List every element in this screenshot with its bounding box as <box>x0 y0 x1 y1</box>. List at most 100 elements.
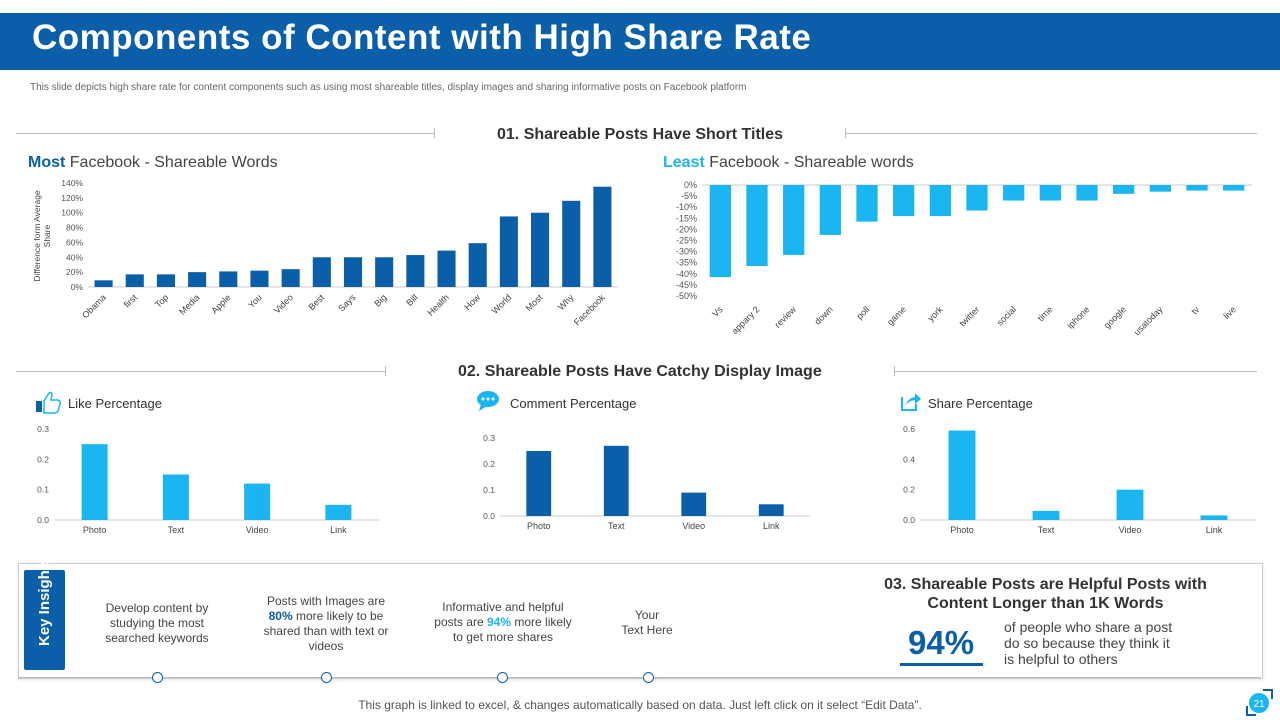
key-insights-label: Key Insights <box>36 556 53 646</box>
x-tick-label: Facebook <box>572 292 607 327</box>
timeline-dot-2 <box>321 672 332 683</box>
x-tick-label: social <box>995 304 1018 327</box>
most-heading-highlight: Most <box>28 154 66 171</box>
x-tick-label: Text <box>608 521 625 531</box>
x-tick-label: Why <box>556 292 576 312</box>
insight-3-pre: Informative and helpful posts are <box>434 600 564 629</box>
x-tick-label: iphone <box>1065 304 1091 330</box>
x-tick-label: Video <box>272 292 295 315</box>
least-heading-highlight: Least <box>663 154 705 171</box>
insight-3: Informative and helpful posts are 94% mo… <box>428 600 578 645</box>
bar-twitter <box>966 185 988 211</box>
bar-usatoday <box>1149 185 1171 192</box>
bar-apple <box>219 271 238 287</box>
bar-social <box>1003 185 1025 201</box>
x-tick-label: Photo <box>950 525 974 535</box>
y-tick-label: -35% <box>676 258 697 268</box>
bar-best <box>312 257 331 287</box>
x-tick-label: game <box>885 304 908 327</box>
big-stat-underline <box>900 663 983 666</box>
x-tick-label: tv <box>1189 304 1201 316</box>
page-subtitle: This slide depicts high share rate for c… <box>30 82 747 93</box>
bar-obama <box>94 280 113 287</box>
bar-video <box>681 492 707 516</box>
y-tick-label: -10% <box>676 202 697 212</box>
x-tick-label: Video <box>246 525 269 535</box>
y-tick-label: 120% <box>61 193 83 203</box>
x-tick-label: Health <box>425 292 450 317</box>
x-tick-label: You <box>246 292 264 310</box>
section1-rule-left-end <box>434 128 435 138</box>
bar-most <box>531 212 550 287</box>
bar-time <box>1039 185 1061 201</box>
timeline-dot-4 <box>643 672 654 683</box>
bar-google <box>1113 185 1135 194</box>
y-tick-label: 0.0 <box>483 511 495 521</box>
key-insights-tab: Key Insights <box>24 556 65 670</box>
x-tick-label: Vs <box>710 304 725 319</box>
insight-2: Posts with Images are 80% more likely to… <box>258 594 394 654</box>
x-tick-label: Big <box>372 292 388 308</box>
y-tick-label: 140% <box>61 178 83 188</box>
bar-text <box>1032 510 1060 520</box>
insight-1: Develop content by studying the most sea… <box>105 601 209 645</box>
x-tick-label: google <box>1102 304 1128 330</box>
x-tick-label: How <box>462 292 482 312</box>
y-tick-label: 20% <box>66 267 83 277</box>
least-shareable-chart: 0%-5%-10%-15%-20% -25%-30%-35%-40%-45%-50… <box>676 180 1252 337</box>
bar-iphone <box>1076 185 1098 201</box>
bar-photo <box>81 444 108 520</box>
bar-link <box>325 504 352 520</box>
bar-health <box>437 250 456 287</box>
x-tick-label: Link <box>330 525 347 535</box>
most-heading-rest: Facebook - Shareable Words <box>65 154 278 171</box>
x-tick-label: Most <box>524 292 545 313</box>
y-tick-label: 60% <box>66 237 83 247</box>
y-tick-label: 0.0 <box>37 515 49 525</box>
page-title: Components of Content with High Share Ra… <box>32 18 812 57</box>
bar-text <box>162 474 189 520</box>
bar-photo <box>948 430 976 520</box>
x-tick-label: Bill <box>404 292 420 308</box>
bar-york <box>929 185 951 217</box>
x-tick-label: Apple <box>209 292 232 315</box>
x-tick-label: time <box>1036 304 1055 323</box>
like-percentage-chart: 0.0 0.1 0.2 0.3 Photo Text Video Link <box>37 424 379 535</box>
comment-percentage-label: Comment Percentage <box>510 396 637 411</box>
y-tick-label: -15% <box>676 213 697 223</box>
y-tick-label: 0.2 <box>903 485 915 495</box>
most-shareable-chart: 0% 20% 40% 60% 80% 100% 120% 140% Obama first Top M… <box>32 178 618 327</box>
insight-2-pre: Posts with Images are <box>266 594 386 608</box>
y-tick-label: 0% <box>684 180 697 190</box>
y-tick-label: -25% <box>676 236 697 246</box>
y-tick-label: 0.3 <box>483 433 495 443</box>
y-tick-label: -45% <box>676 280 697 290</box>
bar-appary-2 <box>746 185 768 267</box>
section1-title: 01. Shareable Posts Have Short Titles <box>497 126 784 143</box>
insights-panel <box>18 563 1263 679</box>
section2-rule-left-end <box>385 366 386 376</box>
x-tick-label: usatoday <box>1132 304 1165 337</box>
y-tick-label: 40% <box>66 252 83 262</box>
x-tick-label: york <box>926 304 945 323</box>
bar-world <box>499 216 518 287</box>
x-tick-label: Text <box>168 525 185 535</box>
title-bar <box>0 13 1280 70</box>
x-tick-label: Link <box>763 521 780 531</box>
bar-says <box>343 257 363 287</box>
bar-why <box>562 200 581 287</box>
insight-2-post: more likely to be shared than with text … <box>263 609 389 653</box>
bar-video <box>281 269 300 287</box>
x-tick-label: Text <box>1038 525 1055 535</box>
section2-rule-right <box>894 371 1257 372</box>
y-tick-label: 0.6 <box>903 424 915 434</box>
big-stat-description: of people who share a post do so because… <box>1004 619 1173 667</box>
bar-top <box>156 274 175 287</box>
bar-big <box>375 257 394 287</box>
bar-video <box>244 483 271 520</box>
x-tick-label: Media <box>177 292 201 316</box>
x-tick-label: twitter <box>957 304 981 328</box>
y-tick-label: -30% <box>676 247 697 257</box>
bar-down <box>819 185 841 235</box>
y-tick-label: 0.2 <box>37 454 49 464</box>
